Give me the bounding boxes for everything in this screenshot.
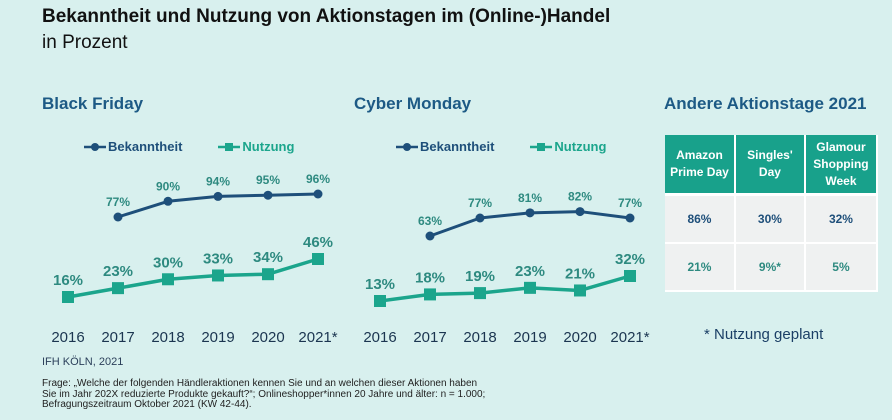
table-cell: 30% xyxy=(734,194,806,244)
data-point-nutzung xyxy=(424,288,436,301)
legend-label: Bekanntheit xyxy=(420,139,495,154)
series-line-nutzung xyxy=(379,274,631,303)
data-point-bekanntheit xyxy=(113,212,123,222)
data-label: 18% xyxy=(415,269,445,286)
data-label: 30% xyxy=(153,254,183,271)
table-cell: 32% xyxy=(804,194,879,244)
x-tick-label: 2017 xyxy=(101,329,134,346)
data-label: 90% xyxy=(156,179,180,193)
data-point-bekanntheit xyxy=(625,213,635,223)
data-label: 32% xyxy=(615,251,645,268)
data-label: 19% xyxy=(465,268,495,285)
table-cell: 21% xyxy=(665,243,736,292)
series-line-nutzung xyxy=(67,257,319,299)
data-label: 82% xyxy=(568,190,592,204)
data-point-bekanntheit xyxy=(475,213,485,223)
x-tick-label: 2017 xyxy=(413,329,446,346)
data-point-bekanntheit xyxy=(213,191,223,201)
data-label: 81% xyxy=(518,191,542,205)
data-point-nutzung xyxy=(574,284,586,297)
legend-item-bekanntheit: Bekanntheit xyxy=(396,139,494,154)
data-point-nutzung xyxy=(212,269,224,282)
data-point-nutzung xyxy=(262,268,274,281)
data-point-bekanntheit xyxy=(163,196,173,206)
data-point-bekanntheit xyxy=(263,190,273,200)
square-marker-icon xyxy=(530,142,553,151)
footnote: * Nutzung geplant xyxy=(704,326,824,343)
data-label: 63% xyxy=(418,214,442,228)
circle-marker-icon xyxy=(396,142,418,151)
legend-label: Nutzung xyxy=(554,139,607,154)
data-point-nutzung xyxy=(524,281,536,294)
data-point-bekanntheit xyxy=(313,189,323,199)
data-point-bekanntheit xyxy=(575,207,585,217)
data-point-nutzung xyxy=(624,270,636,282)
page-subtitle: in Prozent xyxy=(42,32,128,53)
other-days-table: Amazon Prime Day Singles' Day Glamour Shopp… xyxy=(665,135,879,292)
data-label: 34% xyxy=(253,249,283,266)
data-label: 77% xyxy=(468,196,492,210)
data-label: 77% xyxy=(106,195,130,209)
table-cell: 5% xyxy=(804,243,879,292)
data-label: 95% xyxy=(256,173,280,187)
table-header-glamour: Glamour Shopping Week xyxy=(804,135,879,196)
data-point-nutzung xyxy=(62,291,74,303)
data-label: 13% xyxy=(365,276,395,293)
data-point-nutzung xyxy=(374,295,386,307)
data-label: 23% xyxy=(103,263,133,280)
table-cell: 86% xyxy=(665,194,736,244)
data-label: 33% xyxy=(203,250,233,267)
data-point-bekanntheit xyxy=(425,231,435,241)
legend-item-nutzung: Nutzung xyxy=(530,139,606,154)
x-tick-label: 2019 xyxy=(201,329,234,346)
table-cell: 9%* xyxy=(734,243,806,292)
data-label: 77% xyxy=(618,196,642,210)
data-point-nutzung xyxy=(112,282,124,295)
table-row-nutzung: 21% 9%* 5% xyxy=(665,243,879,292)
data-point-nutzung xyxy=(474,287,486,300)
data-label: 96% xyxy=(306,172,330,186)
table-header-amazon: Amazon Prime Day xyxy=(665,135,736,196)
data-label: 16% xyxy=(53,272,83,289)
legend-label: Bekanntheit xyxy=(108,139,183,154)
x-tick-label: 2018 xyxy=(151,329,184,346)
data-label: 23% xyxy=(515,263,545,280)
x-tick-label: 2016 xyxy=(51,329,84,346)
legend-item-nutzung: Nutzung xyxy=(218,139,294,154)
chart-title-cyber-monday: Cyber Monday xyxy=(354,94,472,113)
legend-label: Nutzung xyxy=(242,139,295,154)
circle-marker-icon xyxy=(84,142,106,151)
table-header-singles: Singles' Day xyxy=(734,135,806,196)
data-point-bekanntheit xyxy=(525,208,535,218)
table-row-bekanntheit: 86% 30% 32% xyxy=(665,194,879,244)
x-tick-label: 2016 xyxy=(363,329,396,346)
legend-cyber-monday: Bekanntheit Nutzung xyxy=(396,139,636,154)
x-tick-label: 2018 xyxy=(463,329,496,346)
data-label: 46% xyxy=(303,234,333,251)
question-text: Frage: „Welche der folgenden Händlerakti… xyxy=(42,378,486,410)
legend-black-friday: Bekanntheit Nutzung xyxy=(84,139,324,154)
x-tick-label: 2021* xyxy=(610,329,649,346)
page-title: Bekanntheit und Nutzung von Aktionstagen… xyxy=(42,6,611,27)
x-tick-label: 2021* xyxy=(298,329,337,346)
x-tick-label: 2020 xyxy=(251,329,284,346)
data-point-nutzung xyxy=(312,253,324,265)
legend-item-bekanntheit: Bekanntheit xyxy=(84,139,182,154)
data-label: 21% xyxy=(565,265,595,282)
table-title-other-days: Andere Aktionstage 2021 xyxy=(664,94,867,113)
x-tick-label: 2019 xyxy=(513,329,546,346)
data-label: 94% xyxy=(206,174,230,188)
chart-title-black-friday: Black Friday xyxy=(42,94,144,113)
source-label: IFH KÖLN, 2021 xyxy=(42,356,124,368)
square-marker-icon xyxy=(218,142,241,151)
x-tick-label: 2020 xyxy=(563,329,596,346)
data-point-nutzung xyxy=(162,273,174,286)
